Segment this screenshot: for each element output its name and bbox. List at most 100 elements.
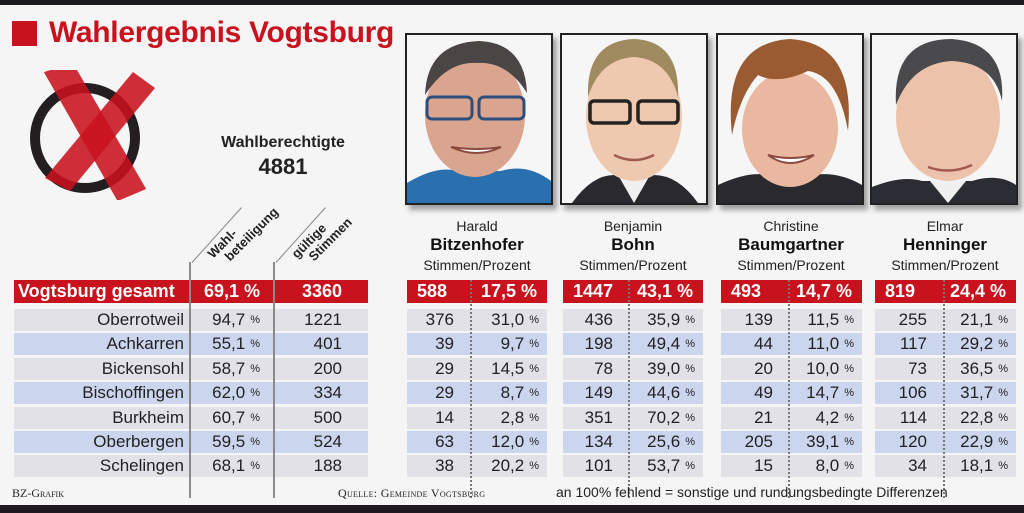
- candidate-pct-value: 8,7: [500, 383, 525, 403]
- candidate-pct-value: 14,5: [491, 358, 525, 378]
- turnout: 60,7%: [190, 407, 274, 429]
- region-name: Oberbergen: [93, 432, 184, 451]
- percent-sign: %: [529, 314, 539, 326]
- candidate-cell-row: 493 14,7%: [721, 280, 862, 303]
- candidate-votes: 38: [435, 456, 454, 476]
- candidate-votes: 139: [744, 310, 773, 329]
- candidate-pct-value: 12,0: [491, 432, 525, 451]
- candidate-votes: 198: [584, 334, 613, 354]
- percent-sign: %: [844, 387, 854, 400]
- percent-sign: %: [250, 314, 260, 326]
- turnout-value: 94,7: [212, 310, 246, 329]
- percent-sign: %: [529, 338, 539, 351]
- candidate-votes: 78: [594, 358, 613, 378]
- turnout: 55,1%: [190, 333, 274, 355]
- candidate-pct: 12,0%: [470, 431, 547, 453]
- table-row: Oberrotweil 94,7% 1221: [14, 309, 368, 331]
- candidate-pct-value: 39,0: [647, 358, 681, 378]
- valid-votes: 188: [313, 456, 342, 476]
- candidate-photo-bitzenhofer: [405, 33, 553, 205]
- candidate-total-pct-value: 43,1: [636, 281, 672, 301]
- candidate-cell-row: 34 18,1%: [875, 455, 1016, 478]
- candidate-pct-value: 70,2: [647, 407, 681, 427]
- percent-sign: %: [250, 460, 260, 473]
- percent-sign: %: [676, 281, 693, 301]
- candidate-pct-value: 25,6: [647, 432, 681, 451]
- bottom-bar: [0, 505, 1024, 513]
- percent-sign: %: [529, 362, 539, 375]
- percent-sign: %: [844, 460, 854, 473]
- candidate-photo-henninger: [870, 33, 1018, 205]
- candidate-votes: 114: [899, 407, 927, 427]
- table-row: Burkheim 60,7% 500: [14, 406, 368, 429]
- candidate-pct: 36,5%: [943, 358, 1016, 380]
- candidate-cell-row: 20 10,0%: [721, 357, 862, 380]
- candidate-pct: 14,5%: [470, 358, 547, 380]
- candidate-cell-row: 205 39,1%: [721, 431, 862, 453]
- region-name: Burkheim: [112, 407, 184, 427]
- candidate-pct: 20,2%: [470, 455, 547, 477]
- candidate-total-votes: 588: [417, 281, 448, 301]
- footnote: an 100% fehlend = sonstige und rundungsb…: [556, 484, 948, 500]
- percent-sign: %: [998, 387, 1008, 400]
- column-divider: [788, 280, 790, 498]
- valid-votes: 200: [313, 358, 342, 378]
- candidate-votes: 44: [754, 334, 773, 354]
- candidate-total-votes: 493: [731, 281, 762, 301]
- candidate-cell-row: 73 36,5%: [875, 357, 1016, 380]
- candidate-cell-row: 39 9,7%: [407, 333, 547, 356]
- candidate-pct: 11,5%: [789, 309, 862, 331]
- turnout-value: 68,1: [212, 456, 246, 476]
- percent-sign: %: [529, 436, 539, 448]
- candidate-votes: 106: [898, 383, 927, 403]
- candidate-pct: 49,4%: [629, 333, 703, 355]
- turnout-value: 55,1: [212, 334, 246, 354]
- column-divider: [273, 262, 275, 498]
- table-row: Oberbergen 59,5% 524: [14, 431, 368, 453]
- candidate-pct-value: 39,1: [806, 432, 840, 451]
- portrait-icon: [562, 35, 706, 203]
- candidate-pct-value: 22,9: [960, 432, 994, 451]
- candidate-votes: 49: [754, 383, 773, 403]
- turnout-value: 69,1: [203, 281, 239, 301]
- turnout: 69,1%: [190, 280, 274, 303]
- candidate-pct: 39,0%: [629, 358, 703, 380]
- candidate-pct: 8,0%: [789, 455, 862, 477]
- percent-sign: %: [998, 314, 1008, 326]
- candidate-pct: 31,7%: [943, 382, 1016, 404]
- percent-sign: %: [250, 436, 260, 448]
- percent-sign: %: [844, 362, 854, 375]
- table-row: Bischoffingen 62,0% 334: [14, 382, 368, 405]
- candidate-total-pct: 43,1%: [629, 280, 703, 303]
- column-divider: [189, 262, 191, 498]
- candidate-total-pct-value: 14,7: [795, 281, 831, 301]
- candidate-votes: 101: [584, 456, 613, 476]
- candidate-total-pct-value: 17,5: [480, 281, 516, 301]
- turnout: 94,7%: [190, 309, 274, 331]
- candidate-pct: 53,7%: [629, 455, 703, 477]
- candidate-pct: 22,9%: [943, 431, 1016, 453]
- turnout: 59,5%: [190, 431, 274, 453]
- candidate-pct: 10,0%: [789, 358, 862, 380]
- percent-sign: %: [250, 387, 260, 400]
- candidate-pct-value: 20,2: [491, 456, 525, 476]
- candidate-pct-value: 11,0: [807, 334, 840, 354]
- candidate-votes: 39: [435, 334, 454, 354]
- candidate-votes: 63: [435, 432, 454, 451]
- percent-sign: %: [998, 362, 1008, 375]
- column-divider: [470, 280, 472, 498]
- candidate-header-bohn: Benjamin Bohn Stimmen/Prozent: [579, 218, 687, 273]
- candidate-pct-value: 10,0: [806, 358, 840, 378]
- candidate-pct: 11,0%: [789, 333, 862, 355]
- percent-sign: %: [685, 362, 695, 375]
- region-name: Bischoffingen: [82, 383, 184, 403]
- candidate-votes: 205: [744, 432, 773, 451]
- source-note: Quelle: Gemeinde Vogtsburg: [338, 486, 486, 500]
- graphic-credit: BZ-Grafik: [12, 486, 64, 500]
- percent-sign: %: [844, 314, 854, 326]
- percent-sign: %: [529, 460, 539, 473]
- candidate-pct-value: 53,7: [647, 456, 681, 476]
- candidate-cell-row: 15 8,0%: [721, 455, 862, 478]
- region-name: Vogtsburg gesamt: [18, 281, 175, 301]
- candidate-votes: 376: [425, 310, 454, 329]
